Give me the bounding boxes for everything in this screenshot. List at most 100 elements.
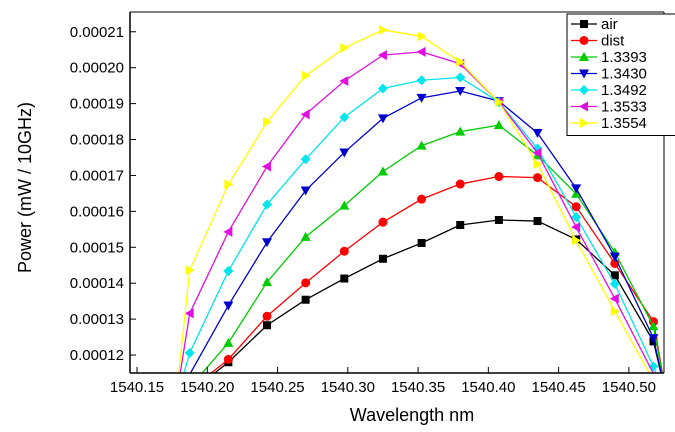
y-tick-label: 0.00013 (70, 311, 124, 328)
y-axis-title: Power (mW / 10GHz) (15, 102, 35, 273)
y-tick-label: 0.00017 (70, 167, 124, 184)
data-point (223, 265, 234, 276)
data-point (339, 246, 349, 256)
data-point (571, 202, 581, 212)
data-point (455, 72, 466, 83)
x-tick-label: 1540.40 (461, 379, 515, 396)
data-point (377, 114, 388, 124)
legend-entry: 1.3393 (571, 49, 647, 66)
data-point (455, 126, 466, 136)
data-point (263, 116, 273, 127)
data-point (223, 337, 234, 347)
data-point (609, 278, 620, 289)
data-point (262, 311, 272, 321)
series-line (210, 175, 664, 373)
data-point (301, 278, 311, 288)
x-axis-title: Wavelength nm (350, 405, 474, 425)
legend-entry: 1.3554 (571, 115, 647, 132)
y-tick-label: 0.00018 (70, 132, 124, 149)
data-point (416, 46, 426, 57)
data-point (262, 277, 273, 287)
data-point (571, 212, 582, 223)
data-point (224, 179, 234, 190)
data-point (494, 97, 504, 108)
data-point (300, 231, 311, 241)
data-point (456, 56, 466, 67)
series-1-3430 (189, 87, 662, 373)
series-1-3554 (178, 24, 650, 373)
data-point (533, 217, 542, 226)
data-point (648, 321, 659, 331)
axes-layer: 0.00012 0.00013 0.00014 0.00015 0.00016 0.000… (15, 11, 665, 425)
data-point (300, 186, 311, 196)
data-point (417, 194, 427, 204)
x-tick-label: 1540.30 (321, 379, 375, 396)
series-1-3492 (183, 72, 659, 373)
legend-label: 1.3393 (601, 49, 647, 66)
data-point (378, 254, 387, 263)
data-point (300, 154, 311, 165)
data-point (223, 354, 233, 364)
legend-marker (579, 52, 589, 61)
data-point (609, 293, 619, 304)
data-point (455, 179, 465, 189)
legend-label: dist (601, 33, 625, 50)
series-layer (178, 24, 664, 373)
legend-label: 1.3430 (601, 66, 647, 83)
data-point (301, 70, 311, 81)
legend-entry: 1.3430 (571, 66, 647, 83)
data-point (493, 120, 504, 130)
legend-marker (579, 69, 589, 79)
x-tick-label: 1540.25 (250, 379, 304, 396)
data-point (609, 252, 620, 262)
data-point (262, 238, 273, 248)
y-tick-label: 0.00016 (70, 203, 124, 220)
data-point (416, 140, 427, 150)
legend-entry: 1.3492 (571, 82, 647, 99)
data-point (339, 75, 349, 86)
data-point (378, 217, 388, 227)
x-tick-label: 1540.35 (391, 379, 445, 396)
data-point (301, 295, 310, 304)
data-point (416, 75, 427, 86)
data-point (339, 200, 350, 210)
data-point (494, 172, 504, 182)
x-tick-label: 1540.15 (110, 379, 164, 396)
y-tick-label: 0.00019 (70, 96, 124, 113)
data-point (223, 226, 233, 237)
legend-label: air (601, 16, 618, 33)
data-point (416, 93, 427, 103)
data-point (572, 235, 582, 246)
legend-entry: dist (571, 33, 625, 50)
legend-marker (579, 85, 589, 95)
data-point (571, 222, 581, 233)
legend-label: 1.3554 (601, 115, 647, 132)
data-point (184, 308, 194, 319)
data-point (377, 166, 388, 176)
legend-marker (580, 20, 588, 28)
data-point (417, 238, 426, 247)
y-tick-label: 0.00020 (70, 60, 124, 77)
legend-label: 1.3533 (601, 99, 647, 116)
data-point (262, 161, 272, 172)
data-point (378, 24, 388, 35)
data-point (340, 42, 350, 53)
legend-marker (580, 118, 589, 128)
data-point (223, 301, 234, 311)
data-point (571, 184, 582, 194)
data-point (648, 334, 659, 344)
y-tick-label: 0.00021 (70, 24, 124, 41)
x-tick-label: 1540.45 (531, 379, 585, 396)
data-point (610, 306, 620, 317)
data-point (532, 129, 543, 139)
data-point (494, 215, 503, 224)
data-point (377, 83, 388, 94)
data-point (417, 31, 427, 42)
legend-entry: air (571, 16, 618, 33)
data-point (340, 274, 349, 283)
legend-entry: 1.3533 (571, 99, 647, 116)
legend-marker (579, 101, 588, 112)
data-point (185, 265, 195, 276)
series-dist (210, 172, 664, 373)
